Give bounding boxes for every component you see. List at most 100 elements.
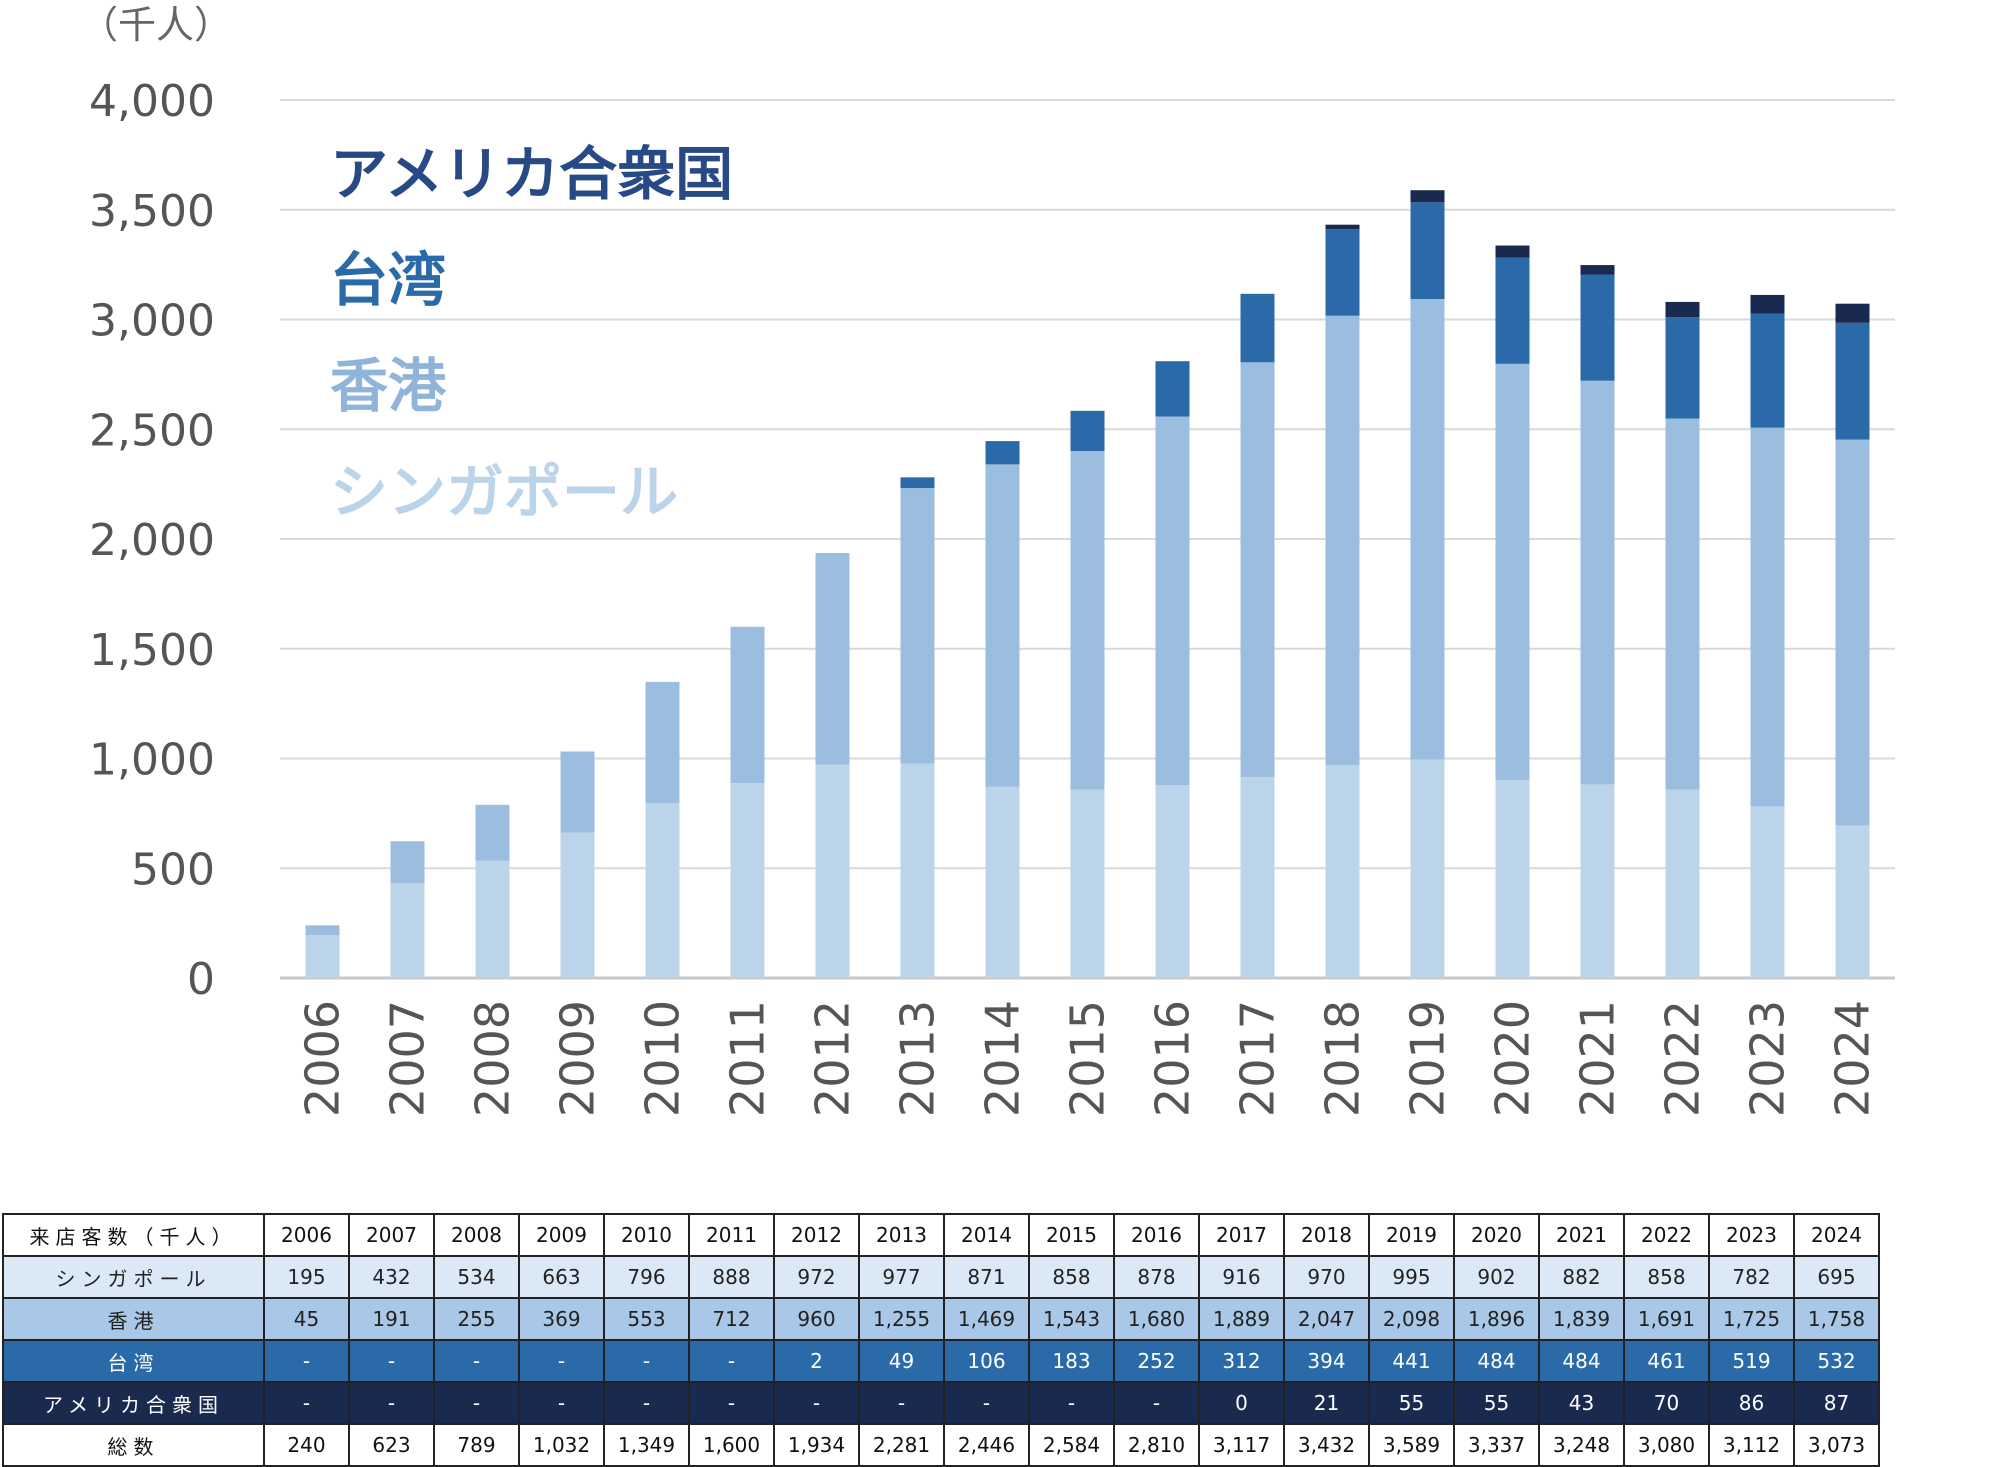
table-cell: 484	[1538, 1339, 1625, 1383]
bar-segment	[985, 441, 1020, 465]
x-tick-label: 2008	[466, 1000, 520, 1117]
table-cell: -	[348, 1339, 435, 1383]
table-cell: 882	[1538, 1255, 1625, 1299]
bar-segment	[560, 832, 595, 978]
table-cell: 796	[603, 1255, 690, 1299]
table-cell: 1,758	[1793, 1297, 1880, 1341]
bar-segment	[1580, 265, 1615, 275]
table-cell: 1,934	[773, 1423, 860, 1467]
bar-segment	[1070, 450, 1105, 790]
legend-entry: シンガポール	[330, 458, 678, 526]
bar-segment	[1665, 317, 1700, 419]
bar-segment	[1325, 765, 1360, 978]
table-row: 香港 45 191 255 369 553 712 960 1,255 1,469 1,543 1,6…	[2, 1297, 1880, 1341]
bar-segment	[305, 925, 340, 936]
table-cell: 3,080	[1623, 1423, 1710, 1467]
bar-segment	[390, 883, 425, 978]
bar-segment	[560, 751, 595, 833]
y-tick-label: 2,500	[89, 405, 215, 456]
bar-segment	[390, 841, 425, 884]
bars	[305, 190, 1870, 978]
bar-segment	[1835, 303, 1870, 323]
row-header-cell: 総数	[2, 1423, 265, 1467]
table-cell: 888	[688, 1255, 775, 1299]
bar-segment	[1750, 427, 1785, 807]
stacked-bar-chart: （千人） 0 500 1,000 1,500 2,000 2,500 3,000 3,500 4…	[80, 3, 1895, 1117]
table-cell: 1,255	[858, 1297, 945, 1341]
table-cell: -	[518, 1339, 605, 1383]
table-cell: 70	[1623, 1381, 1710, 1425]
table-cell: 2017	[1198, 1213, 1285, 1257]
row-header-cell: 来店客数（千人）	[2, 1213, 265, 1257]
bar-segment	[1835, 439, 1870, 826]
table-cell: 3,248	[1538, 1423, 1625, 1467]
table-cell: 1,680	[1113, 1297, 1200, 1341]
table-cell: 1,543	[1028, 1297, 1115, 1341]
table-cell: 1,600	[688, 1423, 775, 1467]
x-tick-label: 2012	[806, 1000, 860, 1117]
table-cell: 623	[348, 1423, 435, 1467]
table-cell: 55	[1453, 1381, 1540, 1425]
table-cell: 977	[858, 1255, 945, 1299]
table-cell: 553	[603, 1297, 690, 1341]
bar-segment	[1410, 759, 1445, 978]
bar-segment	[1325, 224, 1360, 230]
table-cell: 2,098	[1368, 1297, 1455, 1341]
y-tick-label: 0	[187, 954, 215, 1005]
table-cell: -	[1113, 1381, 1200, 1425]
bar-segment	[1325, 315, 1360, 766]
table-cell: -	[1028, 1381, 1115, 1425]
table-cell: 2024	[1793, 1213, 1880, 1257]
table-cell: 902	[1453, 1255, 1540, 1299]
x-tick-label: 2020	[1486, 1000, 1540, 1117]
table-cell: 106	[943, 1339, 1030, 1383]
table-cell: 972	[773, 1255, 860, 1299]
table-cell: 252	[1113, 1339, 1200, 1383]
x-tick-label: 2015	[1061, 1000, 1115, 1117]
table-row: 総数 240 623 789 1,032 1,349 1,600 1,934 2,281 2,44…	[2, 1423, 1880, 1467]
x-tick-label: 2017	[1231, 1000, 1285, 1117]
table-cell: 369	[518, 1297, 605, 1341]
bar-segment	[645, 803, 680, 978]
table-cell: 3,073	[1793, 1423, 1880, 1467]
table-cell: 995	[1368, 1255, 1455, 1299]
bar-segment	[1665, 418, 1700, 790]
table-cell: 240	[263, 1423, 350, 1467]
bar-segment	[1580, 784, 1615, 978]
table-cell: 1,725	[1708, 1297, 1795, 1341]
bar-segment	[1495, 363, 1530, 781]
table-cell: 461	[1623, 1339, 1710, 1383]
table-cell: 45	[263, 1297, 350, 1341]
y-tick-label: 3,500	[89, 186, 215, 237]
table-cell: 2010	[603, 1213, 690, 1257]
table-cell: 1,469	[943, 1297, 1030, 1341]
table-cell: 1,032	[518, 1423, 605, 1467]
table-cell: 2018	[1283, 1213, 1370, 1257]
table-cell: 712	[688, 1297, 775, 1341]
table-cell: 782	[1708, 1255, 1795, 1299]
table-cell: -	[688, 1381, 775, 1425]
table-cell: 1,889	[1198, 1297, 1285, 1341]
table-cell: 3,337	[1453, 1423, 1540, 1467]
table-cell: 2	[773, 1339, 860, 1383]
table-cell: 916	[1198, 1255, 1285, 1299]
bar-segment	[1835, 825, 1870, 978]
x-tick-label: 2010	[636, 1000, 690, 1117]
table-cell: -	[263, 1381, 350, 1425]
bar-segment	[1835, 322, 1870, 440]
y-axis-ticks: 0 500 1,000 1,500 2,000 2,500 3,000 3,500 4,000	[89, 76, 215, 1005]
table-cell: -	[773, 1381, 860, 1425]
table-cell: 3,112	[1708, 1423, 1795, 1467]
row-header-cell: 香港	[2, 1297, 265, 1341]
bar-segment	[815, 764, 850, 978]
y-tick-label: 3,000	[89, 296, 215, 347]
bar-segment	[475, 804, 510, 861]
table-cell: 2015	[1028, 1213, 1115, 1257]
table-cell: 695	[1793, 1255, 1880, 1299]
bar-segment	[1240, 362, 1275, 777]
table-cell: 2,446	[943, 1423, 1030, 1467]
bar-segment	[900, 763, 935, 978]
bar-segment	[900, 488, 935, 764]
table-cell: 871	[943, 1255, 1030, 1299]
bar-segment	[1410, 202, 1445, 300]
